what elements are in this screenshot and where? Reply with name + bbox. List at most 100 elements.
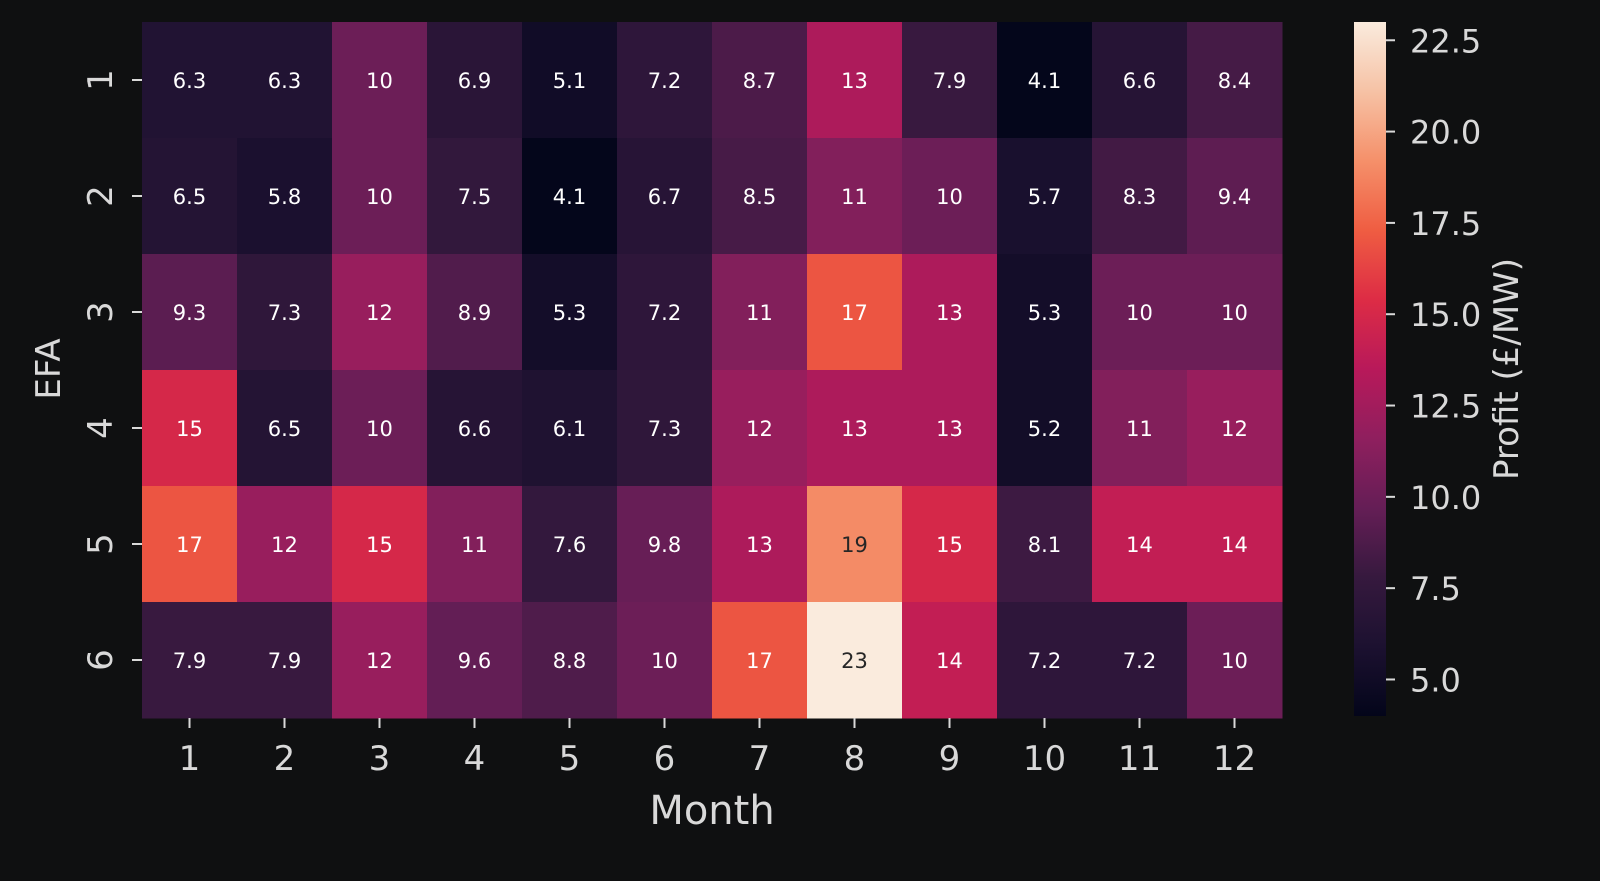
heatmap-cell	[427, 22, 523, 139]
cell-annotation: 11	[841, 185, 868, 209]
cell-annotation: 7.9	[268, 649, 301, 673]
x-tick-label: 3	[369, 739, 391, 779]
heatmap-cell	[997, 22, 1093, 139]
heatmap-cell	[712, 254, 808, 371]
cell-annotation: 7.9	[173, 649, 206, 673]
cell-annotation: 7.5	[458, 185, 491, 209]
heatmap-cell	[427, 138, 523, 255]
heatmap-cell	[1092, 370, 1188, 487]
cell-annotation: 14	[1126, 533, 1153, 557]
heatmap-cell	[522, 22, 618, 139]
cell-annotation: 15	[366, 533, 393, 557]
heatmap-cell	[712, 486, 808, 603]
heatmap-cell	[902, 486, 998, 603]
heatmap-cell	[807, 254, 903, 371]
y-tick-label: 1	[81, 69, 121, 91]
x-tick-label: 11	[1118, 739, 1161, 779]
heatmap-cell	[902, 138, 998, 255]
y-tick-label: 4	[81, 417, 121, 439]
cell-annotation: 12	[366, 301, 393, 325]
x-tick-label: 12	[1213, 739, 1256, 779]
cell-annotation: 6.6	[458, 417, 491, 441]
heatmap-cell	[902, 370, 998, 487]
cell-annotation: 7.2	[648, 69, 681, 93]
cell-annotation: 10	[366, 185, 393, 209]
cell-annotation: 5.1	[553, 69, 586, 93]
heatmap-cell	[237, 22, 333, 139]
cell-annotation: 4.1	[1028, 69, 1061, 93]
heatmap-cell	[237, 254, 333, 371]
heatmap-cell	[617, 22, 713, 139]
y-tick-label: 3	[81, 301, 121, 323]
heatmap-cell	[997, 254, 1093, 371]
heatmap-cell	[142, 138, 238, 255]
heatmap-cell	[332, 254, 428, 371]
cell-annotation: 10	[366, 69, 393, 93]
colorbar-tick-label: 17.5	[1410, 205, 1481, 243]
cell-annotation: 13	[746, 533, 773, 557]
cell-annotation: 5.2	[1028, 417, 1061, 441]
y-tick-label: 2	[81, 185, 121, 207]
cell-annotation: 10	[1221, 649, 1248, 673]
heatmap-cell	[332, 138, 428, 255]
heatmap-cell	[1187, 138, 1283, 255]
cell-annotation: 7.2	[1123, 649, 1156, 673]
heatmap-cell	[712, 602, 808, 719]
cell-annotation: 7.9	[933, 69, 966, 93]
x-tick-label: 9	[939, 739, 961, 779]
heatmap-cell	[617, 370, 713, 487]
heatmap-cell	[522, 138, 618, 255]
heatmap-cell	[332, 602, 428, 719]
x-tick-label: 8	[844, 739, 866, 779]
heatmap-cell	[1187, 486, 1283, 603]
cell-annotation: 8.1	[1028, 533, 1061, 557]
cell-annotation: 6.7	[648, 185, 681, 209]
x-tick-label: 7	[749, 739, 771, 779]
cell-annotation: 17	[841, 301, 868, 325]
cell-annotation: 5.3	[1028, 301, 1061, 325]
cell-annotation: 7.2	[1028, 649, 1061, 673]
heatmap-cell	[807, 486, 903, 603]
cell-annotation: 12	[271, 533, 298, 557]
cell-annotation: 9.6	[458, 649, 491, 673]
heatmap-cell	[1092, 602, 1188, 719]
cell-annotation: 7.3	[268, 301, 301, 325]
cell-annotation: 14	[1221, 533, 1248, 557]
heatmap-cell	[712, 22, 808, 139]
heatmap-cell	[902, 602, 998, 719]
heatmap-cell	[997, 370, 1093, 487]
cell-annotation: 9.3	[173, 301, 206, 325]
colorbar-tick-label: 22.5	[1410, 22, 1481, 60]
cell-annotation: 8.8	[553, 649, 586, 673]
heatmap-cell	[807, 22, 903, 139]
cell-annotation: 6.9	[458, 69, 491, 93]
heatmap-cell	[142, 486, 238, 603]
cell-annotation: 12	[746, 417, 773, 441]
colorbar-tick-label: 5.0	[1410, 661, 1461, 699]
heatmap-cell	[1187, 22, 1283, 139]
heatmap-cell	[712, 370, 808, 487]
heatmap-cell	[807, 138, 903, 255]
heatmap-cell	[712, 138, 808, 255]
cell-annotation: 5.8	[268, 185, 301, 209]
heatmap-cell	[997, 602, 1093, 719]
heatmap-cell	[522, 486, 618, 603]
cell-annotation: 8.7	[743, 69, 776, 93]
heatmap-cell	[807, 602, 903, 719]
cell-annotation: 17	[746, 649, 773, 673]
colorbar-tick-label: 15.0	[1410, 296, 1481, 334]
cell-annotation: 15	[176, 417, 203, 441]
heatmap-cell	[1187, 254, 1283, 371]
cell-annotation: 13	[936, 417, 963, 441]
colorbar-label: Profit (£/MW)	[1487, 258, 1527, 480]
heatmap-cell	[142, 370, 238, 487]
cell-annotation: 10	[1221, 301, 1248, 325]
x-tick-label: 1	[179, 739, 201, 779]
heatmap-cell	[617, 138, 713, 255]
heatmap-cells: 6.3 6.3 10 6.9 5.1 7.2 8.7 13 7.9 4.1 6.6 8.4 6.5 5.8…	[142, 22, 1283, 719]
cell-annotation: 5.3	[553, 301, 586, 325]
colorbar: 5.0 7.5 10.0 12.5 15.0 17.5 20.0 22.5	[1354, 22, 1481, 716]
cell-annotation: 8.5	[743, 185, 776, 209]
heatmap-cell	[1092, 22, 1188, 139]
